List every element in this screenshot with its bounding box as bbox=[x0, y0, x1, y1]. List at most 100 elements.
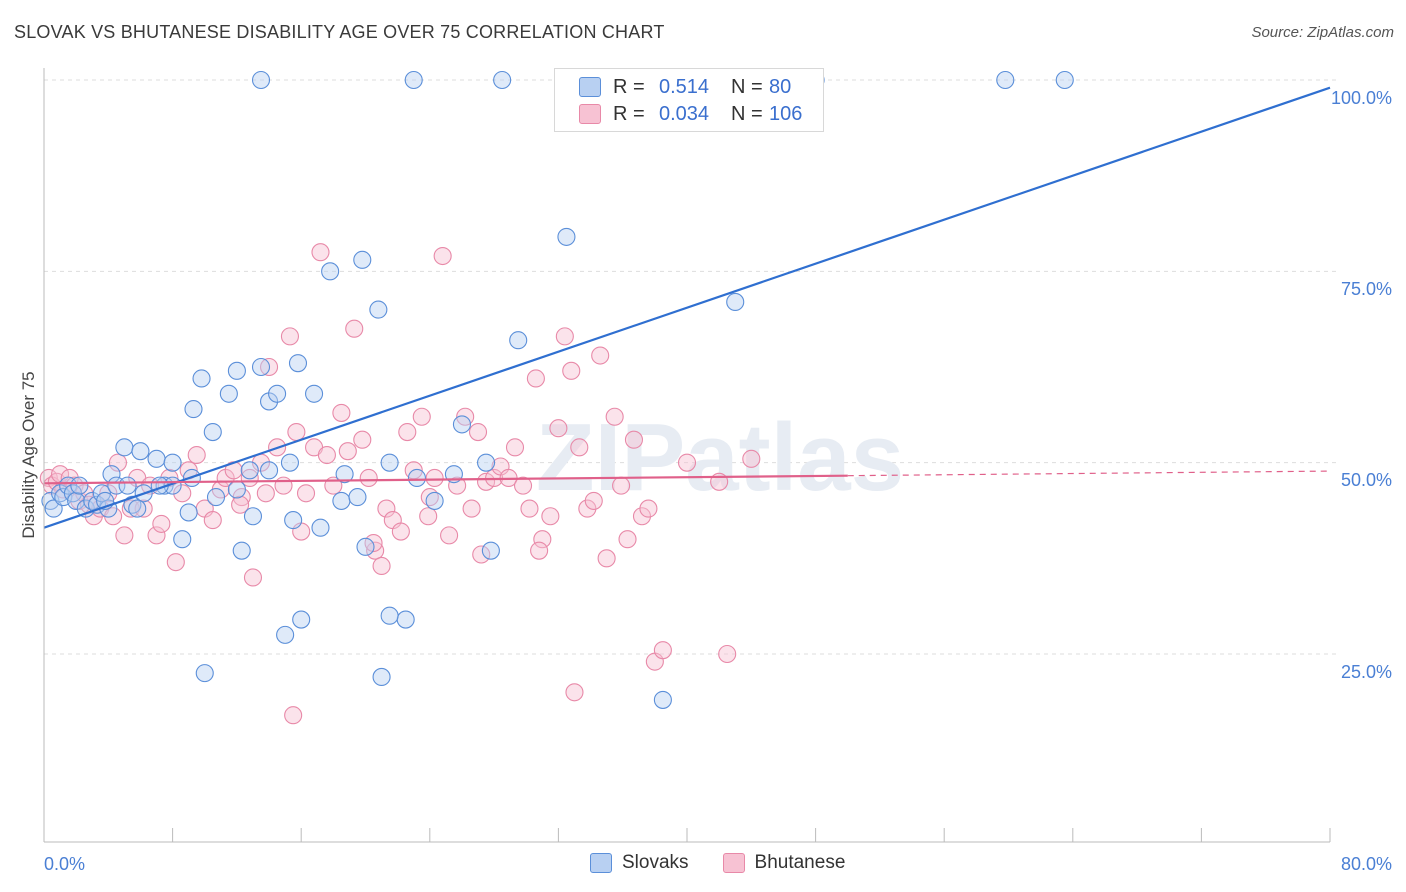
bhutanese-point bbox=[513, 476, 533, 495]
slovak-point bbox=[311, 518, 330, 537]
bhutanese-point bbox=[359, 468, 378, 488]
r-value: 0.034 bbox=[659, 102, 710, 125]
bhutanese-point bbox=[530, 541, 549, 560]
slovak-point bbox=[1055, 70, 1074, 90]
slovak-point bbox=[280, 453, 299, 472]
bhutanese-point bbox=[284, 706, 303, 725]
slovak-point bbox=[240, 461, 259, 480]
bhutanese-point bbox=[448, 476, 467, 495]
bhutanese-point bbox=[433, 246, 452, 266]
r-label: R = bbox=[613, 75, 645, 98]
trend-layer bbox=[43, 86, 1331, 529]
bhutanese-point bbox=[570, 438, 589, 457]
bhutanese-point bbox=[338, 442, 357, 461]
bhutanese-point bbox=[505, 438, 525, 457]
y-tick-label-25: 25.0% bbox=[1341, 662, 1392, 682]
bhutanese-point bbox=[591, 346, 610, 365]
slovak-point bbox=[380, 453, 399, 472]
slovak-point bbox=[227, 480, 246, 499]
slovak-point bbox=[179, 503, 198, 522]
slovak-point bbox=[163, 453, 182, 472]
bhutanese-point bbox=[372, 556, 391, 576]
slovaks-swatch bbox=[590, 853, 612, 873]
slovak-point bbox=[128, 499, 147, 518]
slovak-point bbox=[203, 423, 222, 442]
bhutanese-swatch bbox=[722, 853, 745, 873]
slovak-point bbox=[284, 511, 303, 530]
slovak-point bbox=[305, 384, 324, 403]
bhutanese-point bbox=[147, 526, 166, 545]
slovak-point bbox=[206, 488, 226, 507]
y-tick-label-50: 50.0% bbox=[1341, 470, 1392, 490]
bhutanese-point bbox=[134, 499, 153, 518]
legend-item-slovaks: Slovaks bbox=[590, 852, 689, 874]
slovak-point bbox=[335, 465, 354, 484]
bhutanese-point bbox=[256, 484, 275, 503]
slovak-point bbox=[118, 476, 137, 495]
slovak-point bbox=[276, 625, 295, 644]
slovak-point bbox=[131, 442, 150, 461]
bhutanese-point bbox=[296, 484, 316, 503]
slovak-point bbox=[195, 664, 214, 683]
bhutanese-point bbox=[203, 511, 222, 530]
slovak-point bbox=[726, 292, 745, 311]
slovak-point bbox=[353, 250, 372, 269]
slovak-point bbox=[557, 227, 576, 246]
bhutanese-point bbox=[398, 423, 417, 442]
bhutanese-point bbox=[472, 545, 491, 564]
legend-label-bhutanese: Bhutanese bbox=[754, 852, 846, 873]
bhutanese-point bbox=[533, 530, 552, 549]
bhutanese-point bbox=[555, 327, 574, 346]
bhutanese-point bbox=[152, 514, 171, 533]
slovak-point bbox=[115, 438, 134, 457]
bhutanese-point bbox=[391, 522, 410, 541]
bhutanese-swatch bbox=[579, 104, 601, 124]
legend-row-slovaks: R = 0.514 N = 80 bbox=[579, 73, 791, 101]
slovak-point bbox=[369, 300, 388, 319]
bhutanese-point bbox=[462, 499, 481, 518]
bhutanese-point bbox=[520, 499, 539, 518]
bhutanese-point bbox=[718, 644, 737, 664]
bhutanese-point bbox=[425, 468, 444, 488]
bhutanese-point bbox=[541, 507, 560, 526]
slovak-point bbox=[67, 491, 86, 510]
slovak-point bbox=[268, 384, 287, 403]
slovak-point bbox=[407, 468, 426, 488]
bhutanese-point bbox=[287, 423, 306, 442]
legend-row-bhutanese: R = 0.034 N = 106 bbox=[579, 100, 802, 128]
slovak-point bbox=[232, 541, 251, 560]
y-axis-label: Disability Age Over 75 bbox=[19, 371, 38, 538]
slovak-point bbox=[452, 415, 472, 434]
slovak-point bbox=[184, 400, 203, 419]
bhutanese-point bbox=[231, 495, 250, 514]
bhutanese-point bbox=[377, 499, 396, 518]
x-tick-label-min: 0.0% bbox=[44, 854, 85, 874]
bhutanese-point bbox=[632, 507, 652, 526]
slovak-point bbox=[396, 610, 415, 629]
source-label: Source: ZipAtlas.com bbox=[1251, 24, 1394, 41]
bhutanese-point bbox=[173, 484, 192, 503]
bhutanese-point bbox=[419, 507, 438, 526]
slovak-point bbox=[147, 449, 166, 468]
n-label: N = bbox=[731, 75, 763, 98]
slovak-point bbox=[292, 610, 311, 629]
legend-item-bhutanese: Bhutanese bbox=[722, 852, 846, 874]
bhutanese-point bbox=[468, 423, 488, 442]
n-value: 80 bbox=[769, 75, 792, 98]
slovak-point bbox=[380, 606, 399, 625]
chart-title: SLOVAK VS BHUTANESE DISABILITY AGE OVER … bbox=[14, 22, 665, 42]
bhutanese-point bbox=[565, 683, 584, 702]
slovak-point bbox=[243, 507, 263, 526]
bhutanese-point bbox=[597, 549, 616, 568]
bhutanese-point bbox=[311, 243, 330, 262]
y-tick-label-100: 100.0% bbox=[1331, 88, 1392, 108]
slovak-point bbox=[348, 488, 367, 507]
bhutanese-trend-extension bbox=[847, 470, 1331, 477]
bhutanese-point bbox=[108, 453, 127, 472]
bhutanese-point bbox=[624, 430, 644, 449]
slovak-point bbox=[425, 491, 444, 510]
slovak-points bbox=[41, 70, 1074, 709]
axis-layer bbox=[43, 68, 1331, 843]
bhutanese-point bbox=[549, 419, 568, 438]
